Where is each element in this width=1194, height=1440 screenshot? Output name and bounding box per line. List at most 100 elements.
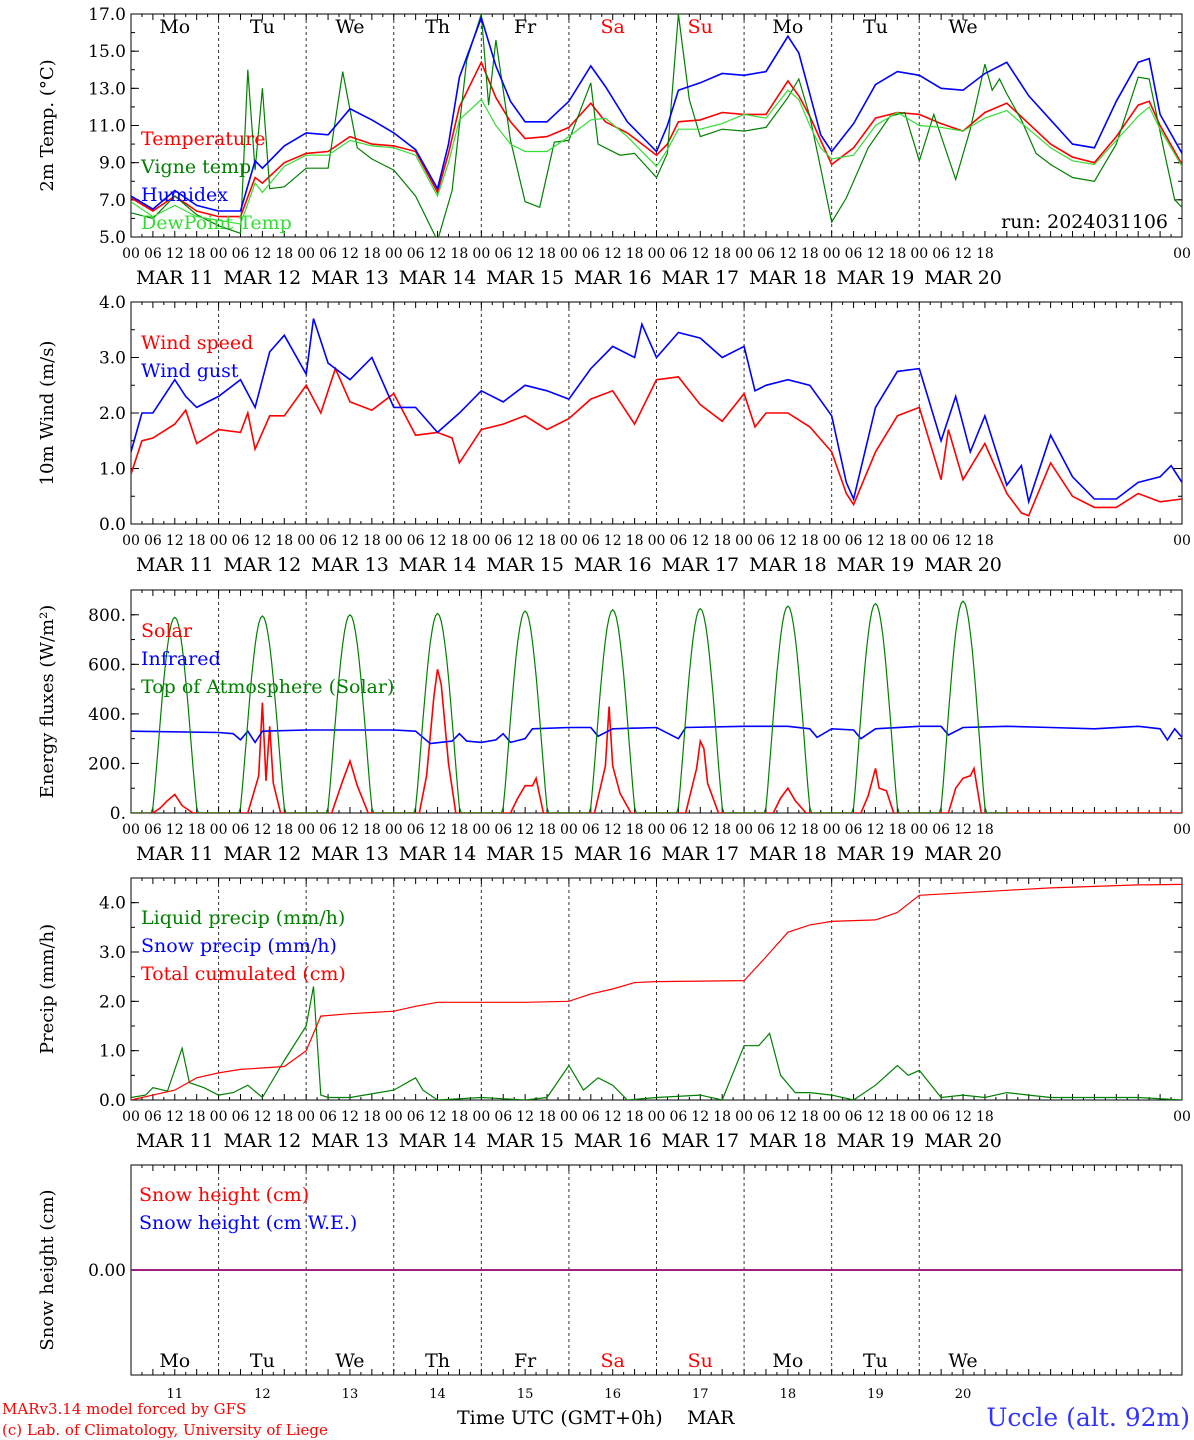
date-label: MAR 14 bbox=[399, 843, 477, 865]
hour-label: 12 bbox=[516, 533, 534, 549]
hour-label: 18 bbox=[976, 1109, 994, 1125]
date-label: MAR 11 bbox=[136, 1130, 214, 1152]
legend-top-of-atmosphere-solar: Top of Atmosphere (Solar) bbox=[141, 676, 394, 698]
hour-label: 00 bbox=[560, 822, 578, 838]
series-line-liquid-precip-mm-h bbox=[131, 986, 1182, 1100]
legend-total-cumulated-cm: Total cumulated (cm) bbox=[141, 963, 346, 985]
hour-label: 06 bbox=[319, 533, 337, 549]
hour-label: 12 bbox=[516, 822, 534, 838]
hour-label: 12 bbox=[691, 246, 709, 262]
x-axis-title: Time UTC (GMT+0h) bbox=[457, 1407, 663, 1429]
hour-label: 06 bbox=[144, 822, 162, 838]
weekday-label: We bbox=[335, 16, 364, 38]
hour-label: 00 bbox=[735, 822, 753, 838]
date-label: MAR 13 bbox=[311, 267, 389, 289]
hour-label: 18 bbox=[538, 246, 556, 262]
hour-label: 06 bbox=[582, 246, 600, 262]
hour-label: 12 bbox=[604, 822, 622, 838]
hour-label: 18 bbox=[538, 533, 556, 549]
y-tick-label: 3.0 bbox=[99, 349, 126, 369]
hour-label: 00 bbox=[648, 822, 666, 838]
series-line-wind-gust bbox=[131, 318, 1182, 505]
weekday-label: Tu bbox=[250, 1350, 275, 1372]
date-label: MAR 18 bbox=[749, 554, 827, 576]
y-tick-label: 9.0 bbox=[99, 154, 126, 174]
y-tick-label: 0.0 bbox=[99, 515, 126, 535]
day-number-label: 12 bbox=[254, 1387, 271, 1402]
y-tick-label: 0. bbox=[110, 804, 126, 824]
legend-humidex: Humidex bbox=[141, 184, 228, 206]
hour-label: 12 bbox=[604, 1109, 622, 1125]
panel-1: 5.0 7.0 9.0 11.0 13.0 15.0 17.0 2m Temp. (°C) 00… bbox=[37, 5, 1191, 289]
hour-label: 18 bbox=[626, 533, 644, 549]
panel-frame bbox=[130, 589, 1183, 814]
hour-label: 12 bbox=[253, 822, 271, 838]
station-name: Uccle (alt. 92m) bbox=[986, 1403, 1190, 1432]
weekday-label: Sa bbox=[601, 1350, 625, 1372]
hour-label: 06 bbox=[845, 246, 863, 262]
hour-label: 00 bbox=[910, 246, 928, 262]
y-axis-title: 10m Wind (m/s) bbox=[37, 341, 58, 486]
hour-label: 18 bbox=[801, 1109, 819, 1125]
hour-label: 12 bbox=[429, 533, 447, 549]
weekday-label: We bbox=[948, 1350, 977, 1372]
hour-label: 12 bbox=[954, 246, 972, 262]
hour-label: 12 bbox=[341, 822, 359, 838]
y-axis-title: 2m Temp. (°C) bbox=[37, 59, 58, 191]
hour-label: 12 bbox=[779, 246, 797, 262]
hour-label: 06 bbox=[407, 822, 425, 838]
hour-label: 18 bbox=[713, 533, 731, 549]
legend-wind-speed: Wind speed bbox=[141, 332, 253, 354]
hour-label: 12 bbox=[867, 1109, 885, 1125]
weekday-label: Fr bbox=[514, 16, 537, 38]
hour-label: 12 bbox=[341, 246, 359, 262]
hour-label: 00 bbox=[1173, 533, 1191, 549]
hour-label: 12 bbox=[341, 1109, 359, 1125]
date-label: MAR 16 bbox=[574, 843, 652, 865]
hour-label: 18 bbox=[976, 246, 994, 262]
date-label: MAR 11 bbox=[136, 554, 214, 576]
series-line-wind-speed bbox=[131, 366, 1182, 517]
date-label: MAR 15 bbox=[486, 554, 564, 576]
hour-label: 06 bbox=[669, 246, 687, 262]
hour-label: 06 bbox=[845, 822, 863, 838]
hour-label: 18 bbox=[188, 246, 206, 262]
hour-label: 18 bbox=[888, 246, 906, 262]
hour-label: 12 bbox=[341, 533, 359, 549]
hour-label: 12 bbox=[516, 246, 534, 262]
hour-label: 12 bbox=[779, 822, 797, 838]
weekday-label: Mo bbox=[772, 16, 803, 38]
date-label: MAR 16 bbox=[574, 1130, 652, 1152]
hour-label: 06 bbox=[232, 1109, 250, 1125]
y-tick-label: 15.0 bbox=[88, 42, 126, 62]
hour-label: 00 bbox=[122, 246, 140, 262]
y-tick-label: 2.0 bbox=[99, 404, 126, 424]
y-tick-label: 600. bbox=[88, 655, 126, 675]
hour-label: 12 bbox=[779, 1109, 797, 1125]
hour-label: 00 bbox=[385, 246, 403, 262]
hour-label: 12 bbox=[429, 1109, 447, 1125]
hour-label: 00 bbox=[297, 246, 315, 262]
y-tick-label: 200. bbox=[88, 754, 126, 774]
y-axis-title: Precip (mm/h) bbox=[37, 924, 58, 1054]
hour-label: 18 bbox=[363, 822, 381, 838]
legend-vigne-temp: Vigne temp bbox=[140, 156, 251, 178]
series-group bbox=[131, 600, 1182, 813]
hour-label: 06 bbox=[932, 822, 950, 838]
legend-temperature: Temperature bbox=[141, 128, 265, 150]
hour-label: 00 bbox=[823, 533, 841, 549]
hour-label: 12 bbox=[867, 246, 885, 262]
hour-label: 06 bbox=[232, 246, 250, 262]
hour-label: 00 bbox=[297, 533, 315, 549]
hour-label: 12 bbox=[253, 1109, 271, 1125]
hour-label: 00 bbox=[823, 822, 841, 838]
day-number-label: 11 bbox=[167, 1387, 184, 1402]
y-tick-label: 0.00 bbox=[88, 1261, 126, 1281]
series-line-humidex bbox=[131, 15, 1182, 212]
y-tick-label: 17.0 bbox=[88, 5, 126, 25]
date-label: MAR 14 bbox=[399, 267, 477, 289]
hour-label: 12 bbox=[166, 822, 184, 838]
hour-label: 00 bbox=[210, 822, 228, 838]
hour-label: 18 bbox=[626, 822, 644, 838]
hour-label: 12 bbox=[954, 1109, 972, 1125]
